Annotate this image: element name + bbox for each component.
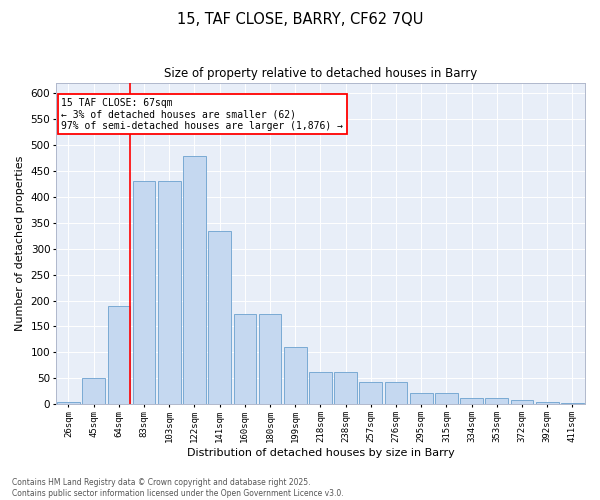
Bar bbox=[460, 398, 483, 404]
Bar bbox=[359, 382, 382, 404]
Bar bbox=[385, 382, 407, 404]
X-axis label: Distribution of detached houses by size in Barry: Distribution of detached houses by size … bbox=[187, 448, 454, 458]
Bar bbox=[158, 182, 181, 404]
Bar bbox=[485, 398, 508, 404]
Bar bbox=[107, 306, 130, 404]
Title: Size of property relative to detached houses in Barry: Size of property relative to detached ho… bbox=[164, 68, 477, 80]
Bar bbox=[183, 156, 206, 404]
Bar bbox=[309, 372, 332, 404]
Bar bbox=[82, 378, 105, 404]
Bar bbox=[536, 402, 559, 404]
Bar bbox=[57, 402, 80, 404]
Bar bbox=[208, 230, 231, 404]
Text: 15 TAF CLOSE: 67sqm
← 3% of detached houses are smaller (62)
97% of semi-detache: 15 TAF CLOSE: 67sqm ← 3% of detached hou… bbox=[61, 98, 343, 130]
Text: Contains HM Land Registry data © Crown copyright and database right 2025.
Contai: Contains HM Land Registry data © Crown c… bbox=[12, 478, 344, 498]
Bar bbox=[133, 182, 155, 404]
Text: 15, TAF CLOSE, BARRY, CF62 7QU: 15, TAF CLOSE, BARRY, CF62 7QU bbox=[177, 12, 423, 28]
Y-axis label: Number of detached properties: Number of detached properties bbox=[15, 156, 25, 332]
Bar bbox=[511, 400, 533, 404]
Bar bbox=[334, 372, 357, 404]
Bar bbox=[410, 392, 433, 404]
Bar bbox=[259, 314, 281, 404]
Bar bbox=[284, 347, 307, 404]
Bar bbox=[233, 314, 256, 404]
Bar bbox=[561, 402, 584, 404]
Bar bbox=[435, 392, 458, 404]
